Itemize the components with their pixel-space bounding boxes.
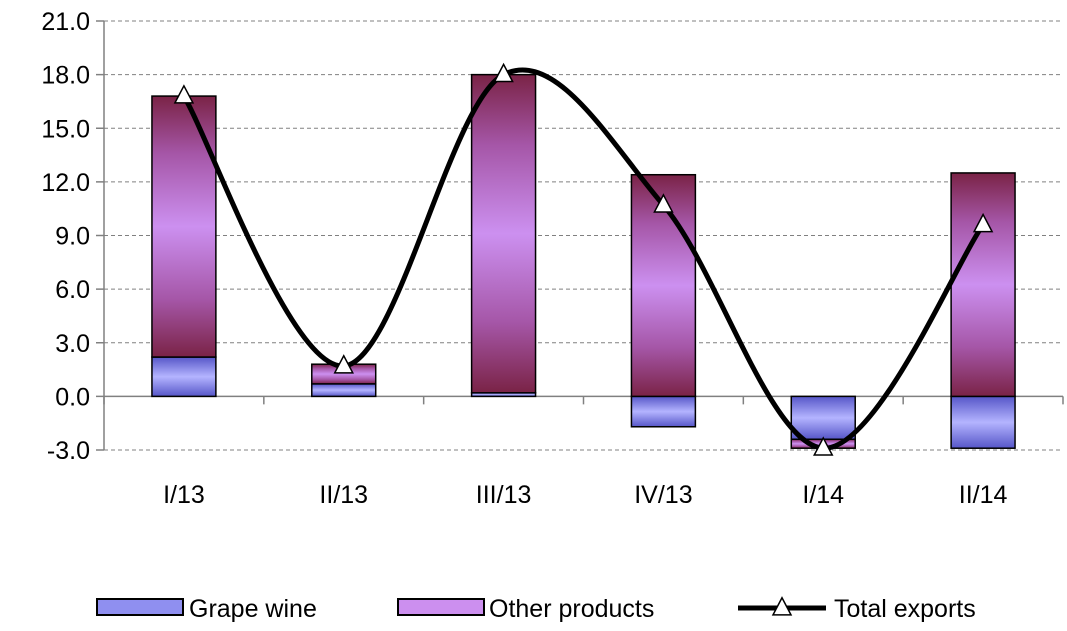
x-tick-labels: I/13 II/13 III/13 IV/13 I/14 II/14 xyxy=(163,481,1007,509)
total-exports-marker xyxy=(813,436,834,456)
y-tick-label: 18.0 xyxy=(41,62,90,90)
legend-swatch-other-products xyxy=(397,598,485,616)
bar-grape-wine xyxy=(630,395,697,428)
x-tick-label: II/14 xyxy=(959,481,1008,509)
legend-label-total-exports: Total exports xyxy=(834,595,976,623)
legend-marker-total-exports xyxy=(771,596,793,616)
bar-grape-wine xyxy=(950,395,1016,449)
total-exports-marker xyxy=(653,193,674,213)
x-tick-label: I/14 xyxy=(802,481,844,509)
y-tick-label: 6.0 xyxy=(55,276,90,304)
y-tick-label: 0.0 xyxy=(55,383,90,411)
total-exports-marker xyxy=(333,354,354,374)
grid-lines xyxy=(104,20,1063,451)
bar-grape-wine xyxy=(790,395,856,441)
axes xyxy=(96,20,1064,451)
legend-label-other-products: Other products xyxy=(489,595,654,623)
legend: Grape wine Other products Total exports xyxy=(96,595,976,623)
y-tick-labels: -3.0 0.0 3.0 6.0 9.0 12.0 15.0 18.0 21.0 xyxy=(41,8,90,465)
y-tick-label: 9.0 xyxy=(55,223,90,251)
total-exports-line xyxy=(173,62,994,456)
y-tick-label: 21.0 xyxy=(41,8,90,36)
y-tick-label: 15.0 xyxy=(41,115,90,143)
total-exports-marker xyxy=(173,84,195,104)
bar-other-products xyxy=(950,172,1016,398)
y-tick-label: 3.0 xyxy=(55,330,90,358)
bar-other-products xyxy=(470,73,537,394)
total-exports-marker xyxy=(493,62,514,83)
y-tick-label: -3.0 xyxy=(47,437,90,465)
x-tick-label: IV/13 xyxy=(634,481,692,509)
x-tick-label: II/13 xyxy=(319,481,368,509)
legend-label-grape-wine: Grape wine xyxy=(189,595,317,623)
y-tick-label: 12.0 xyxy=(41,169,90,197)
bar-other-products xyxy=(151,95,217,358)
total-exports-marker xyxy=(972,212,994,233)
bar-grape-wine xyxy=(311,383,377,398)
x-tick-label: III/13 xyxy=(476,481,532,509)
bar-grape-wine xyxy=(151,356,217,398)
total-exports-curve xyxy=(181,67,986,451)
legend-swatch-grape-wine xyxy=(96,598,184,616)
x-tick-label: I/13 xyxy=(163,481,205,509)
